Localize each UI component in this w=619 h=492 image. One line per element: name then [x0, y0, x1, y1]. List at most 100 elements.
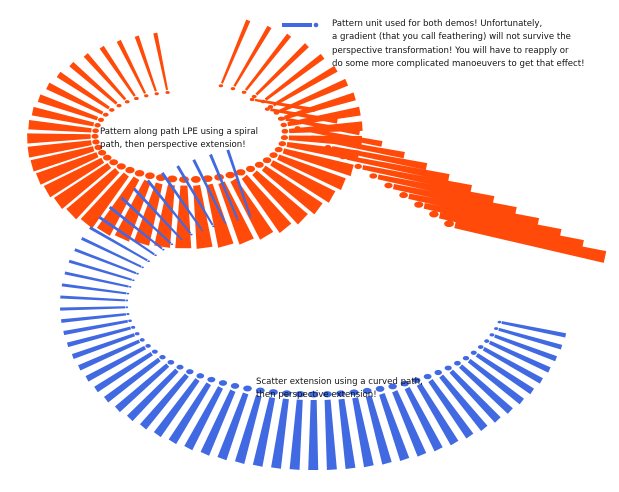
pattern-ray: [252, 396, 276, 467]
caption-line: path, then perspective extension!: [100, 140, 246, 151]
pattern-ray: [416, 383, 459, 446]
pattern-ray: [362, 165, 472, 194]
pattern-ray: [74, 248, 137, 275]
pattern-ray: [377, 174, 495, 205]
pattern-dot: [494, 327, 499, 331]
pattern-dot: [116, 163, 126, 170]
pattern-dot: [484, 339, 490, 343]
pattern-ray: [153, 378, 200, 438]
pattern-ray: [81, 237, 142, 268]
pattern-ray: [220, 19, 251, 84]
pattern-dot: [134, 332, 140, 336]
pattern-ray: [365, 395, 392, 465]
pattern-dot: [336, 390, 346, 397]
pattern-ray: [428, 378, 474, 439]
pattern-dot: [274, 146, 283, 153]
pattern-dot: [147, 260, 150, 263]
pattern-dot: [94, 123, 101, 128]
pattern-dot: [268, 389, 278, 396]
pattern-dot: [251, 94, 257, 99]
pattern-ray: [60, 295, 126, 302]
pattern-ray: [282, 148, 354, 177]
pattern-dot: [92, 128, 99, 134]
pattern-dot: [196, 373, 205, 379]
pattern-dot: [145, 344, 151, 348]
pattern-dot: [279, 116, 286, 121]
pattern-ray: [346, 155, 450, 182]
pattern-dot: [309, 135, 316, 140]
pattern-ray: [46, 82, 104, 115]
pattern-ray: [68, 259, 133, 281]
blue-scatter-pattern: [60, 149, 567, 471]
pattern-ray: [255, 43, 309, 96]
pattern-dot: [151, 349, 158, 354]
pattern-dot: [200, 229, 204, 232]
pattern-dot: [218, 84, 224, 88]
pattern-ray: [66, 326, 132, 348]
pattern-dot: [224, 221, 227, 224]
pattern-dot: [212, 225, 215, 228]
pattern-dot: [225, 171, 235, 179]
pattern-dot: [167, 359, 175, 365]
pattern-ray: [230, 178, 274, 240]
pattern-dot: [116, 103, 122, 108]
pattern-ray: [63, 319, 129, 336]
pattern-ray: [279, 78, 349, 113]
pattern-ray: [108, 205, 163, 250]
pattern-ray: [132, 187, 181, 239]
pattern-dot: [388, 383, 397, 390]
pattern-ray: [27, 133, 91, 144]
pattern-ray: [233, 25, 272, 87]
pattern-dot: [281, 128, 289, 134]
pattern-dot: [134, 169, 145, 177]
pattern-ray: [331, 146, 428, 171]
pattern-dot: [103, 154, 112, 161]
orange-caption: Pattern along path LPE using a spiral pa…: [100, 126, 258, 153]
pattern-ray: [64, 271, 129, 288]
pattern-ray: [498, 327, 563, 350]
pattern-ray: [80, 172, 129, 229]
pattern-dot: [375, 385, 385, 392]
pattern-ray: [209, 153, 239, 219]
pattern-ray: [226, 149, 251, 217]
pattern-ray: [27, 140, 92, 158]
pattern-dot: [165, 91, 170, 94]
pattern-ray: [234, 394, 262, 464]
pattern-ray: [283, 92, 356, 120]
pattern-dot: [454, 360, 461, 366]
pattern-ray: [272, 65, 338, 107]
pattern-dot: [262, 157, 272, 164]
pattern-ray: [153, 32, 169, 91]
pattern-dot: [477, 345, 484, 349]
pattern-ray: [270, 108, 338, 124]
pattern-ray: [168, 382, 212, 445]
pattern-dot: [207, 376, 216, 383]
pattern-dot: [126, 292, 130, 295]
pattern-ray: [392, 390, 427, 457]
pattern-ray: [352, 397, 374, 468]
pattern-dot: [399, 192, 408, 199]
pattern-ray: [459, 364, 513, 414]
pattern-ray: [114, 363, 170, 413]
pattern-ray: [71, 333, 136, 359]
pattern-dot: [241, 90, 247, 94]
pattern-dot: [255, 387, 265, 394]
pattern-ray: [99, 45, 136, 97]
pattern-ray: [30, 146, 95, 172]
blue-caption: Scatter extension using a curved path, t…: [256, 376, 423, 403]
pattern-ray: [31, 106, 95, 127]
legend-note: Pattern unit used for both demos! Unfort…: [332, 18, 585, 72]
pattern-dot: [139, 338, 145, 342]
pattern-dot: [269, 152, 278, 158]
pattern-ray: [271, 398, 289, 469]
pattern-dot: [125, 306, 129, 309]
pattern-ray: [175, 185, 192, 249]
pattern-ray: [120, 196, 172, 244]
pattern-dot: [278, 141, 287, 147]
pattern-ray: [104, 357, 161, 403]
pattern-dot: [125, 166, 135, 174]
pattern-dot: [154, 254, 157, 257]
pattern-ray: [217, 392, 249, 461]
pattern-dot: [218, 380, 228, 386]
